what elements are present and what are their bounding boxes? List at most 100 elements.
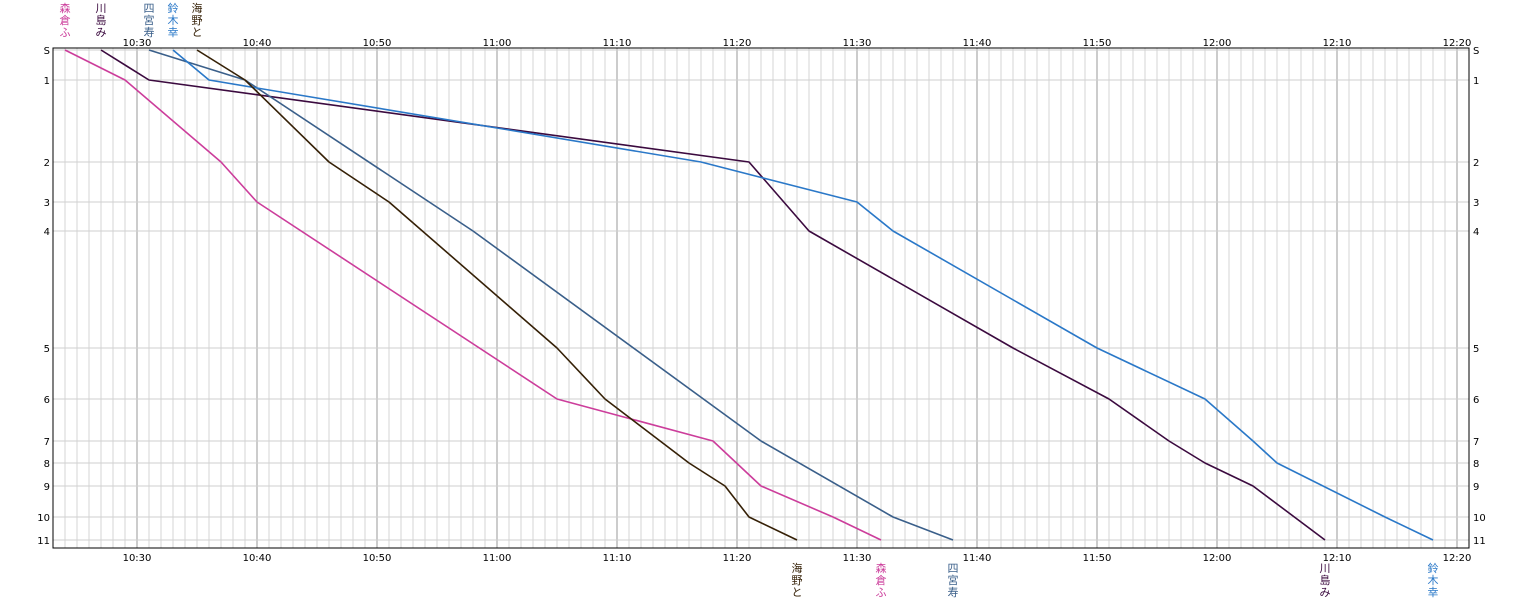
y-tick-right: 5 xyxy=(1473,344,1479,355)
grid xyxy=(52,48,1470,548)
label-char: 宮 xyxy=(144,13,155,27)
label-char: 森 xyxy=(60,1,71,15)
x-tick-top: 11:00 xyxy=(483,38,512,49)
label-char: 木 xyxy=(1428,574,1439,587)
x-tick-top: 11:50 xyxy=(1083,38,1112,49)
label-char: 宮 xyxy=(948,573,959,587)
x-tick-top: 10:40 xyxy=(243,38,272,49)
series-label-bottom: 鈴木幸 xyxy=(1428,561,1439,599)
x-tick-bottom: 10:40 xyxy=(243,553,272,564)
x-tick-bottom: 10:30 xyxy=(123,553,152,564)
x-tick-bottom: 10:50 xyxy=(363,553,392,564)
x-tick-bottom: 12:20 xyxy=(1443,553,1472,564)
y-tick-right: 11 xyxy=(1473,536,1486,547)
y-tick-left: S xyxy=(44,46,50,57)
label-char: 海 xyxy=(192,1,203,15)
y-tick-right: 6 xyxy=(1473,395,1479,406)
y-tick-left: 2 xyxy=(44,158,50,169)
x-tick-bottom: 11:50 xyxy=(1083,553,1112,564)
y-tick-right: 4 xyxy=(1473,227,1479,238)
label-char: 四 xyxy=(144,2,155,15)
series-line xyxy=(172,49,1434,541)
x-tick-top: 11:40 xyxy=(963,38,992,49)
label-char: 鈴 xyxy=(1428,561,1439,575)
label-char: 幸 xyxy=(168,26,179,39)
x-tick-bottom: 11:30 xyxy=(843,553,872,564)
y-tick-left: 4 xyxy=(44,227,50,238)
x-tick-top: 11:10 xyxy=(603,38,632,49)
label-char: 寿 xyxy=(948,585,959,599)
y-tick-left: 8 xyxy=(44,459,50,470)
frame-rect xyxy=(52,47,1470,549)
x-tick-top: 10:50 xyxy=(363,38,392,49)
label-char: 倉 xyxy=(60,13,71,27)
x-tick-bottom: 11:10 xyxy=(603,553,632,564)
y-tick-right: 9 xyxy=(1473,482,1479,493)
x-tick-bottom: 12:10 xyxy=(1323,553,1352,564)
label-char: 川 xyxy=(96,2,107,15)
y-tick-left: 10 xyxy=(37,513,50,524)
series-label-top: 森倉ふ xyxy=(60,1,71,39)
label-char: ふ xyxy=(60,26,71,39)
label-char: と xyxy=(192,26,203,39)
y-tick-left: 9 xyxy=(44,482,50,493)
y-tick-right: 1 xyxy=(1473,76,1479,87)
label-char: み xyxy=(1320,586,1331,599)
label-char: み xyxy=(96,26,107,39)
x-tick-top: 12:20 xyxy=(1443,38,1472,49)
series-label-top: 四宮寿 xyxy=(144,2,155,39)
label-char: 四 xyxy=(948,562,959,575)
series-label-bottom: 川島み xyxy=(1320,562,1331,599)
label-char: 島 xyxy=(96,13,107,27)
series-label-bottom: 四宮寿 xyxy=(948,562,959,599)
x-tick-top: 10:30 xyxy=(123,38,152,49)
y-tick-left: 1 xyxy=(44,76,50,87)
y-tick-right: 2 xyxy=(1473,158,1479,169)
series-lines xyxy=(64,49,1434,541)
label-char: と xyxy=(792,586,803,599)
plot-frame xyxy=(52,47,1470,549)
label-char: 倉 xyxy=(876,573,887,587)
label-char: 野 xyxy=(792,574,803,587)
series-line xyxy=(100,49,1326,541)
axis-ticks: 10:30 10:30 10:40 10:40 10:50 10:50 11:00 11:00… xyxy=(37,38,1485,564)
label-char: 島 xyxy=(1320,573,1331,587)
series-label-top: 海野と xyxy=(192,1,203,39)
label-char: 鈴 xyxy=(168,1,179,15)
x-tick-top: 11:30 xyxy=(843,38,872,49)
series-line xyxy=(148,49,954,541)
label-char: 川 xyxy=(1320,562,1331,575)
x-tick-bottom: 11:40 xyxy=(963,553,992,564)
label-char: 海 xyxy=(792,561,803,575)
y-tick-left: 3 xyxy=(44,198,50,209)
x-tick-bottom: 11:00 xyxy=(483,553,512,564)
label-char: 野 xyxy=(192,14,203,27)
x-tick-bottom: 11:20 xyxy=(723,553,752,564)
label-char: 森 xyxy=(876,561,887,575)
y-tick-left: 5 xyxy=(44,344,50,355)
x-tick-bottom: 12:00 xyxy=(1203,553,1232,564)
label-char: 寿 xyxy=(144,25,155,39)
series-label-top: 鈴木幸 xyxy=(168,1,179,39)
y-tick-right: 3 xyxy=(1473,198,1479,209)
y-tick-right: 7 xyxy=(1473,437,1479,448)
x-tick-top: 12:00 xyxy=(1203,38,1232,49)
series-line xyxy=(196,49,798,541)
series-label-bottom: 森倉ふ xyxy=(876,561,887,599)
label-char: ふ xyxy=(876,586,887,599)
x-tick-top: 12:10 xyxy=(1323,38,1352,49)
series-label-bottom: 海野と xyxy=(792,561,803,599)
series-line xyxy=(64,49,882,541)
x-tick-top: 11:20 xyxy=(723,38,752,49)
y-tick-right: 10 xyxy=(1473,513,1486,524)
y-tick-left: 11 xyxy=(37,536,50,547)
label-char: 木 xyxy=(168,14,179,27)
label-char: 幸 xyxy=(1428,586,1439,599)
y-tick-right: 8 xyxy=(1473,459,1479,470)
y-tick-left: 6 xyxy=(44,395,50,406)
series-label-top: 川島み xyxy=(96,2,107,39)
y-tick-right: S xyxy=(1473,46,1479,57)
y-tick-left: 7 xyxy=(44,437,50,448)
